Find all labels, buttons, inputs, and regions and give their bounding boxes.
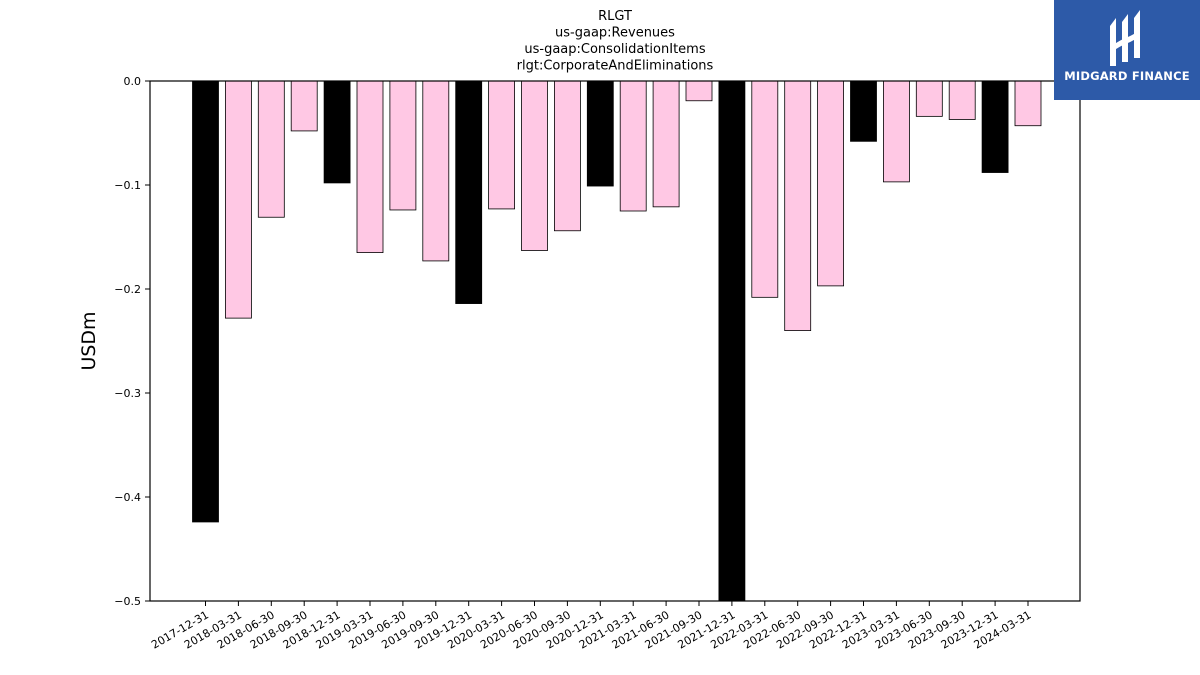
brand-name: MIDGARD FINANCE — [1064, 69, 1190, 83]
title-line: us-gaap:Revenues — [555, 26, 675, 41]
midgard-logo-icon — [1110, 10, 1140, 66]
bar-2023-03-31 — [883, 80, 910, 183]
bar-2019-12-31 — [455, 80, 483, 304]
bar-2020-09-30 — [554, 80, 581, 232]
y-axis-label: USDm — [78, 311, 100, 370]
bar-2019-03-31 — [356, 80, 384, 254]
title-line: RLGT — [598, 9, 632, 24]
bar-2018-12-31 — [323, 80, 351, 184]
bar-2021-06-30 — [652, 80, 680, 208]
x-axis-ticks: 2017-12-312018-03-312018-06-302018-09-30… — [149, 601, 1034, 652]
bar-2018-03-31 — [224, 80, 252, 319]
y-tick-label: −0.5 — [114, 595, 141, 608]
bar-2018-06-30 — [257, 80, 285, 218]
bar-2019-06-30 — [389, 80, 417, 211]
bar-2021-09-30 — [685, 80, 713, 102]
y-tick-label: 0.0 — [124, 75, 142, 88]
y-tick-label: −0.2 — [114, 283, 141, 296]
bar-2020-03-31 — [488, 80, 516, 210]
bar-2021-12-31 — [718, 80, 746, 602]
bar-2023-12-31 — [981, 80, 1009, 173]
bar-2018-09-30 — [290, 80, 318, 132]
title-line: rlgt:CorporateAndEliminations — [517, 59, 714, 74]
bar-2022-06-30 — [784, 80, 812, 332]
bar-2020-12-31 — [586, 80, 614, 187]
y-tick-label: −0.3 — [114, 387, 141, 400]
bar-2020-06-30 — [521, 80, 548, 251]
y-tick-label: −0.1 — [114, 179, 141, 192]
bars — [192, 80, 1042, 602]
bar-2023-09-30 — [948, 80, 976, 120]
bar-2017-12-31 — [192, 80, 219, 523]
bar-2021-03-31 — [619, 80, 647, 212]
bar-2022-12-31 — [850, 80, 877, 142]
bar-2022-03-31 — [751, 80, 779, 298]
brand-logo: MIDGARD FINANCE — [1054, 0, 1200, 100]
bar-2023-06-30 — [915, 80, 943, 117]
chart-title: RLGT us-gaap:Revenuesus-gaap:Consolidatio… — [517, 9, 714, 74]
bar-2022-09-30 — [817, 80, 844, 287]
title-line: us-gaap:ConsolidationItems — [524, 42, 705, 57]
bar-2024-03-31 — [1014, 80, 1042, 127]
y-tick-label: −0.4 — [114, 491, 141, 504]
y-axis-ticks: 0.0 −0.1 −0.2 −0.3 −0.4 −0.5 — [114, 75, 150, 608]
axes-frame — [149, 80, 1081, 602]
bar-2019-09-30 — [422, 80, 450, 262]
